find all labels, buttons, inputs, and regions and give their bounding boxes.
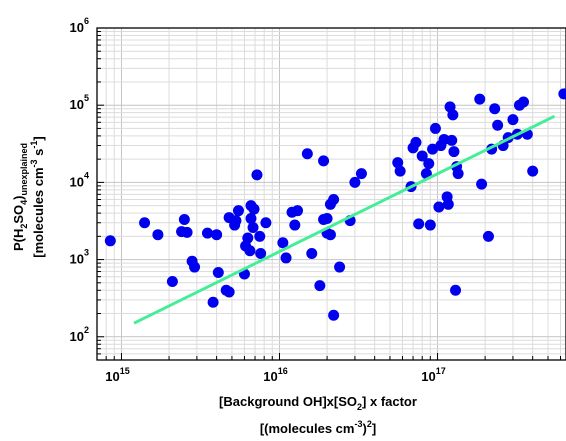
data-point	[349, 176, 361, 188]
x-axis-label-line2: [(molecules cm-3)2]	[260, 419, 376, 436]
data-point	[318, 155, 330, 167]
data-point	[527, 165, 539, 177]
y-tick-label: 103	[70, 248, 89, 267]
data-point	[482, 230, 494, 242]
x-tick-label: 1015	[105, 366, 129, 384]
data-point	[178, 214, 190, 226]
data-point	[476, 178, 488, 190]
y-tick-label: 102	[70, 325, 89, 344]
data-point	[277, 237, 289, 249]
data-point	[245, 213, 257, 225]
data-point	[450, 284, 462, 296]
data-point	[446, 134, 458, 146]
data-point	[260, 217, 272, 229]
data-point	[328, 194, 340, 206]
data-point	[280, 252, 292, 264]
grid-lines	[96, 27, 566, 361]
data-point	[201, 227, 213, 239]
data-point	[292, 205, 304, 217]
y-axis-label-line2: [molecules cm-3 s-1]	[29, 136, 46, 258]
data-point	[558, 88, 566, 100]
fit-line	[133, 114, 556, 325]
data-point	[104, 235, 116, 247]
data-point	[223, 286, 235, 298]
data-point	[321, 213, 333, 225]
data-point	[427, 143, 439, 155]
data-points	[104, 88, 566, 321]
data-point	[166, 275, 178, 287]
y-tick-label: 105	[70, 93, 89, 112]
data-point	[448, 146, 460, 158]
data-point	[254, 230, 266, 242]
y-tick-label: 104	[70, 170, 89, 189]
data-point	[429, 122, 441, 134]
data-point	[334, 261, 346, 273]
data-point	[423, 158, 435, 170]
data-point	[474, 93, 486, 105]
data-point	[242, 232, 254, 244]
data-point	[518, 96, 530, 108]
data-point	[247, 222, 259, 234]
data-point	[507, 114, 519, 126]
data-point	[207, 296, 219, 308]
data-point	[255, 247, 267, 259]
data-point	[324, 229, 336, 241]
data-point	[251, 169, 263, 181]
data-point	[212, 267, 224, 279]
data-point	[416, 150, 428, 162]
data-point	[410, 136, 422, 148]
data-point	[394, 165, 406, 177]
data-point	[442, 198, 454, 210]
data-point	[152, 229, 164, 241]
data-point	[289, 219, 301, 231]
x-tick-labels: 1015 1016 1017	[105, 366, 446, 384]
data-point	[189, 261, 201, 273]
data-point	[447, 109, 459, 121]
data-point	[452, 168, 464, 180]
data-point	[301, 148, 313, 160]
data-point	[424, 219, 436, 231]
data-point	[328, 309, 340, 321]
data-point	[211, 229, 223, 241]
data-point	[413, 218, 425, 230]
data-point	[248, 203, 260, 215]
axis-ticks	[96, 27, 562, 361]
data-point	[492, 119, 504, 131]
data-point	[392, 157, 404, 169]
y-tick-labels: 102 103 104 105 106	[70, 16, 89, 344]
data-point	[244, 245, 256, 257]
x-axis-label-line1: [Background OH]x[SO2] x factor	[219, 394, 417, 412]
data-point	[433, 201, 445, 213]
data-point	[306, 247, 318, 259]
data-point	[181, 226, 193, 238]
data-point	[355, 168, 367, 180]
x-tick-label: 1016	[263, 366, 287, 384]
data-point	[314, 280, 326, 292]
data-point	[489, 103, 501, 115]
y-tick-label: 106	[70, 16, 89, 35]
data-point	[139, 217, 151, 229]
y-axis-label-line1: P(H2SO4)unexplained	[11, 143, 29, 251]
data-point	[232, 205, 244, 217]
x-tick-label: 1017	[421, 366, 445, 384]
data-point	[230, 215, 242, 227]
